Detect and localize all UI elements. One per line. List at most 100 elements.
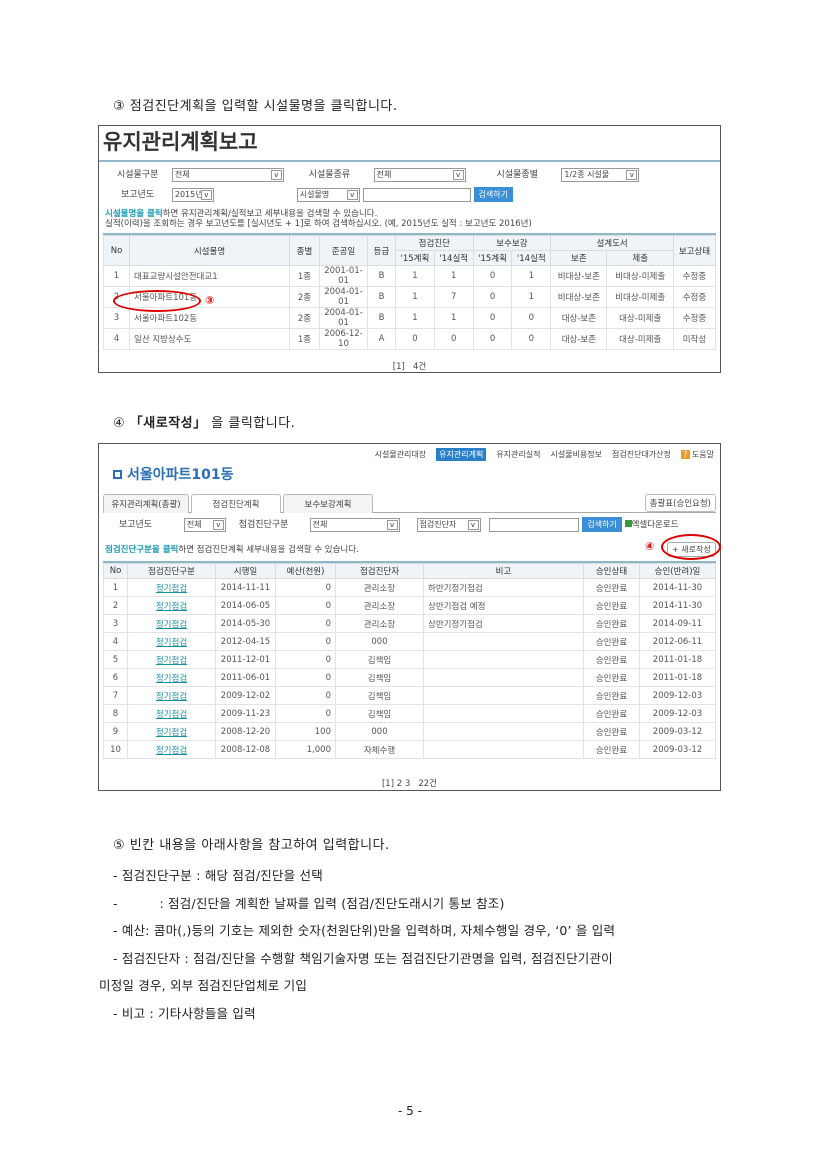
inspection-type-link[interactable]: 정기점검: [127, 650, 216, 669]
table-row: 4 일산 지방상수도 1종 2006-12-10 A 0 0 0 0 대상-보존 대상-미제출 미작성: [103, 328, 717, 350]
table-cell: 1: [103, 578, 128, 597]
year-select[interactable]: 2015년 v: [171, 187, 214, 202]
table-cell: 1: [433, 265, 474, 287]
inspection-type-link[interactable]: 정기점검: [127, 686, 216, 705]
table-cell: 0: [511, 307, 552, 329]
table-cell: 0: [472, 265, 513, 287]
search-field-select[interactable]: 시설물명 v: [296, 187, 360, 202]
table-cell: B: [367, 265, 396, 287]
table-cell: 승인완료: [583, 668, 640, 687]
inspection-type-link[interactable]: 정기점검: [127, 614, 216, 633]
inspection-type-link[interactable]: 정기점검: [127, 740, 216, 759]
table-cell: 수정중: [672, 307, 717, 329]
step4-instruction: ④ 「새로작성」 을 클릭합니다.: [113, 412, 295, 431]
pager[interactable]: [1] 2 3: [381, 779, 411, 789]
table-cell: 비대상-미제출: [606, 265, 674, 287]
tab-0[interactable]: 유지관리계획(총괄): [103, 494, 189, 513]
table-cell: 비대상-미제출: [606, 286, 674, 308]
nav-item[interactable]: 유지관리계획: [436, 448, 487, 461]
maintenance-plan-report-screenshot: 유지관리계획보고 시설물구분 전체 v 시설물종류 전체 v 시설물종별 1/2종 …: [98, 125, 721, 373]
inspection-type-link[interactable]: 정기점검: [127, 596, 216, 615]
year-value: 2015년: [174, 189, 203, 199]
search-button[interactable]: 검색하기: [582, 517, 622, 532]
table-cell: [423, 704, 584, 723]
col-repair: 보수보강: [472, 235, 552, 251]
table-cell: 000: [335, 632, 424, 651]
nav-item[interactable]: 점검진단대가산정: [612, 450, 671, 459]
table-cell: 미작성: [672, 328, 717, 350]
table-cell: 10: [103, 740, 128, 759]
table-cell: 2012-04-15: [215, 632, 276, 651]
tab-2[interactable]: 보수보강계획: [283, 494, 373, 513]
table-cell: 0: [275, 650, 336, 669]
help-button[interactable]: ? 도움말: [680, 449, 714, 460]
table-cell: 1: [395, 265, 435, 287]
tab-1[interactable]: 점검진단계획: [191, 494, 281, 513]
inspection-type-link[interactable]: 정기점검: [127, 722, 216, 741]
excel-label: 엑셀다운로드: [631, 520, 679, 530]
help-label: 도움말: [691, 450, 714, 459]
step-marker: ④: [645, 540, 655, 553]
table-cell: 2006-12-10: [319, 328, 368, 350]
table-cell: 0: [275, 614, 336, 633]
table-cell: 4: [103, 632, 128, 651]
summary-approval-button[interactable]: 총괄표(승인요청): [644, 494, 716, 512]
column-header: 승인상태: [583, 563, 640, 579]
search-input[interactable]: [362, 187, 471, 202]
table-cell: 2008-12-08: [215, 740, 276, 759]
step5-list: - 점검진단구분 : 해당 점검/진단을 선택 - : 점검/진단을 계획한 날짜…: [99, 862, 733, 1027]
col-a14b: '14실적: [511, 250, 552, 266]
col-a14: '14실적: [433, 250, 474, 266]
table-row: 7 정기점검 2009-12-02 0 김책임 승인완료 2009-12-03: [103, 686, 716, 705]
table-cell: 0: [275, 668, 336, 687]
search-button[interactable]: 검색하기: [473, 187, 513, 202]
gubun-select[interactable]: 전체 v: [309, 517, 400, 532]
year-select[interactable]: 전체 v: [183, 517, 226, 532]
facility-name-link[interactable]: 대표교량시설안전대교1: [129, 265, 290, 287]
inspection-type-link[interactable]: 정기점검: [127, 668, 216, 687]
jongryu-select[interactable]: 전체 v: [373, 167, 466, 182]
table-cell: 승인완료: [583, 632, 640, 651]
nav-item[interactable]: 시설물관리대장: [374, 450, 427, 459]
table-row: 5 정기점검 2011-12-01 0 김책임 승인완료 2011-01-18: [103, 650, 716, 669]
table-cell: 승인완료: [583, 614, 640, 633]
inspection-type-link[interactable]: 정기점검: [127, 704, 216, 723]
highlight-circle: [113, 290, 201, 312]
table-cell: 승인완료: [583, 740, 640, 759]
table-cell: [423, 740, 584, 759]
table-cell: 0: [275, 578, 336, 597]
table-cell: 0: [472, 307, 513, 329]
jongbyeol-label: 시설물종별: [496, 170, 538, 180]
table-cell: 0: [433, 328, 474, 350]
jongbyeol-select[interactable]: 1/2종 시설물 v: [561, 167, 640, 182]
table-cell: [423, 632, 584, 651]
excel-download-button[interactable]: 엑셀다운로드: [624, 520, 679, 530]
step4-bold: 「새로작성」: [129, 416, 207, 431]
nav-item[interactable]: 유지관리실적: [496, 450, 541, 459]
search-field-value: 점검진단자: [419, 519, 457, 529]
chevron-down-icon: v: [467, 519, 479, 530]
inspection-type-link[interactable]: 정기점검: [127, 632, 216, 651]
search-field-select[interactable]: 점검진단자 v: [416, 517, 481, 532]
gubun-select[interactable]: 전체 v: [171, 167, 284, 182]
table-cell: 0: [275, 686, 336, 705]
chevron-down-icon: v: [346, 189, 358, 200]
gubun-value: 전체: [174, 169, 190, 179]
year-label: 보고년도: [119, 520, 153, 530]
table-cell: 2011-06-01: [215, 668, 276, 687]
step5-line: - : 점검/진단을 계획한 날짜를 입력 (점검/진단도래시기 통보 참조): [113, 895, 505, 911]
inspection-type-link[interactable]: 정기점검: [127, 578, 216, 597]
table-cell: 승인완료: [583, 722, 640, 741]
table-cell: 0: [275, 596, 336, 615]
nav-item[interactable]: 시설물비용정보: [550, 450, 603, 459]
table-cell: 2014-09-11: [639, 614, 716, 633]
notice-highlight: 점검진단구분을 클릭: [105, 545, 179, 555]
facility-name-link[interactable]: 일산 지방상수도: [129, 328, 290, 350]
table-cell: 대상-보존: [550, 328, 608, 350]
search-input[interactable]: [489, 517, 580, 532]
table-cell: 2종: [289, 307, 320, 329]
pager[interactable]: [1]: [392, 362, 405, 372]
table-cell: 2004-01-01: [319, 307, 368, 329]
jongryu-value: 전체: [376, 169, 392, 179]
table-cell: 5: [103, 650, 128, 669]
